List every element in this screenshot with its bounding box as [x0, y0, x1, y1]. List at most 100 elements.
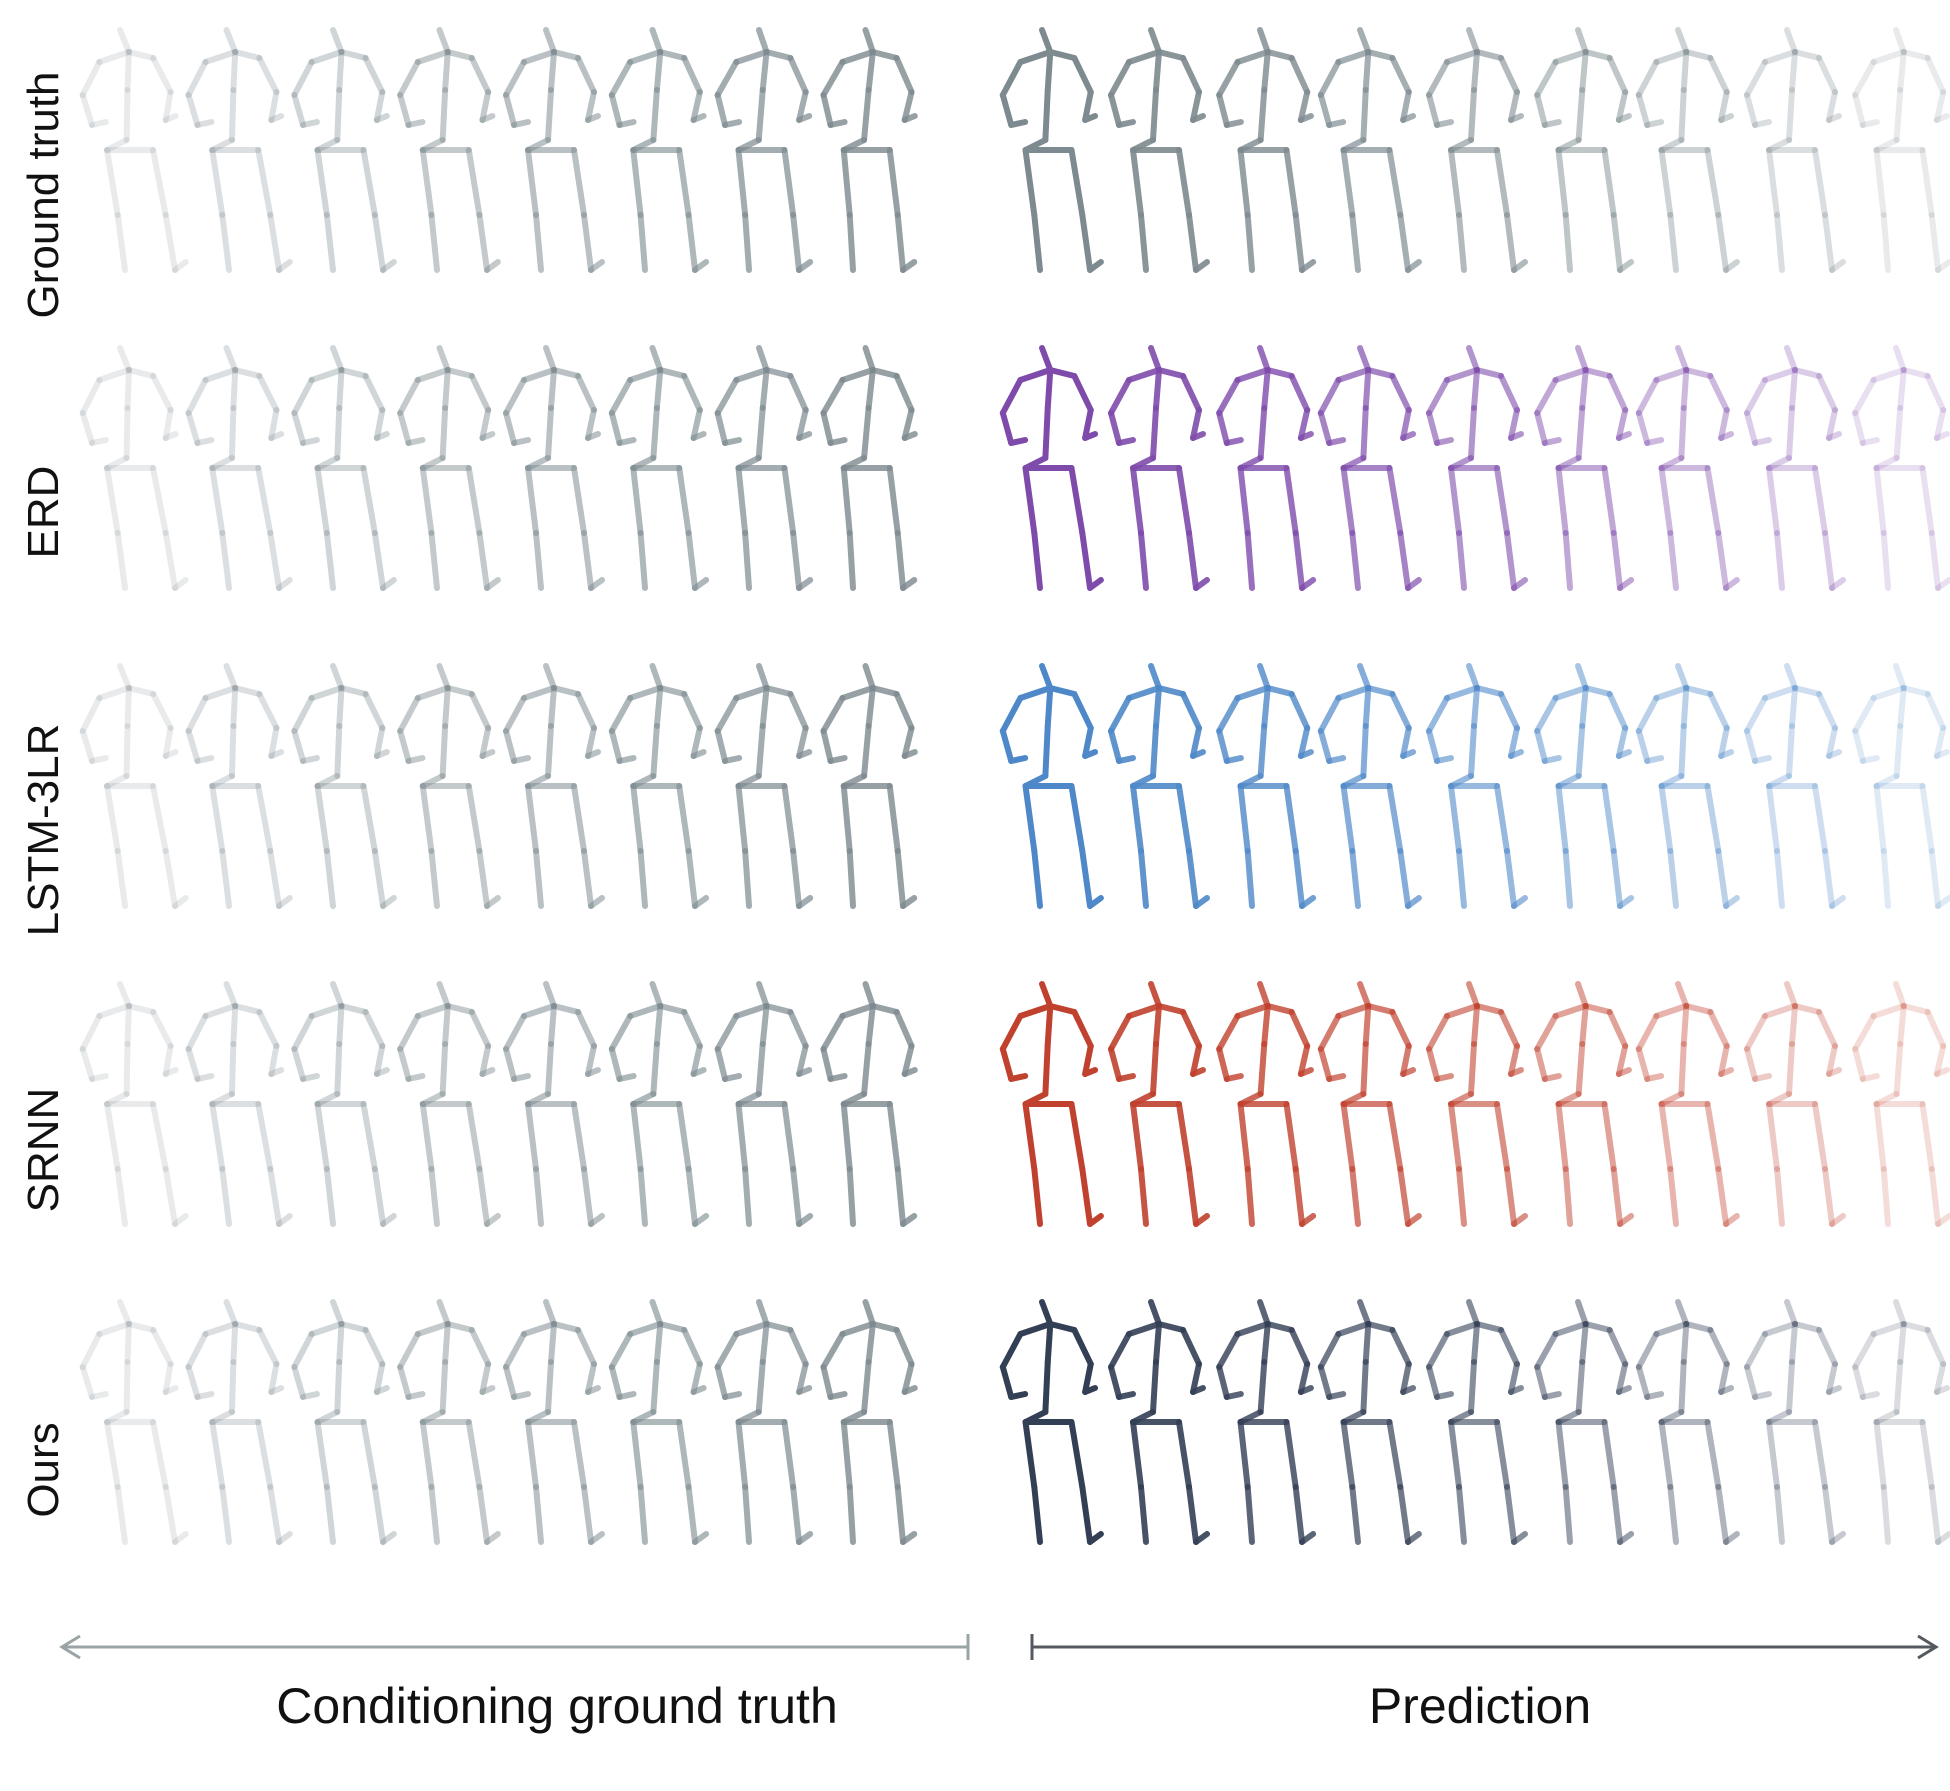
conditioning-label: Conditioning ground truth — [276, 1678, 838, 1734]
conditioning-skeleton — [397, 345, 501, 591]
prediction-skeleton — [1744, 981, 1846, 1227]
conditioning-skeleton — [291, 981, 397, 1227]
skeleton-rows — [79, 27, 1950, 1545]
prediction-skeleton — [999, 663, 1104, 909]
conditioning-skeleton — [291, 345, 397, 591]
prediction-skeleton — [1216, 981, 1317, 1227]
time-axis: Conditioning ground truth Prediction — [59, 1634, 1939, 1734]
conditioning-skeleton — [79, 663, 189, 909]
prediction-skeleton — [1426, 1299, 1528, 1545]
prediction-skeleton — [1534, 345, 1635, 591]
prediction-skeleton — [1635, 345, 1740, 591]
prediction-skeleton — [1426, 981, 1528, 1227]
conditioning-skeleton — [185, 663, 293, 909]
skeleton-row-erd — [79, 345, 1950, 591]
conditioning-skeleton — [79, 345, 189, 591]
prediction-skeleton — [999, 27, 1104, 273]
prediction-skeleton — [1426, 345, 1528, 591]
conditioning-skeleton — [714, 345, 814, 591]
row-label-ours: Ours — [19, 1422, 68, 1517]
prediction-skeleton — [1216, 27, 1317, 273]
conditioning-skeleton — [503, 27, 605, 273]
prediction-skeleton — [1852, 663, 1950, 909]
prediction-skeleton — [1635, 27, 1740, 273]
conditioning-skeleton — [820, 1299, 918, 1545]
skeleton-row-lstm-3lr — [79, 663, 1950, 909]
prediction-skeleton — [1744, 345, 1846, 591]
prediction-skeleton — [1317, 1299, 1422, 1545]
prediction-skeleton — [1744, 27, 1846, 273]
conditioning-skeleton — [608, 663, 710, 909]
prediction-skeleton — [1635, 1299, 1740, 1545]
conditioning-skeleton — [185, 1299, 293, 1545]
conditioning-skeleton — [79, 1299, 189, 1545]
prediction-skeleton — [1534, 981, 1635, 1227]
prediction-skeleton — [1317, 345, 1422, 591]
prediction-skeleton — [1852, 27, 1950, 273]
conditioning-skeleton — [397, 981, 501, 1227]
prediction-skeleton — [1108, 1299, 1210, 1545]
prediction-skeleton — [1426, 27, 1528, 273]
prediction-skeleton — [1317, 663, 1422, 909]
prediction-skeleton — [1744, 1299, 1846, 1545]
conditioning-skeleton — [714, 663, 814, 909]
conditioning-skeleton — [714, 1299, 814, 1545]
conditioning-skeleton — [608, 1299, 710, 1545]
conditioning-skeleton — [79, 981, 189, 1227]
prediction-skeleton — [999, 1299, 1104, 1545]
prediction-skeleton — [1216, 1299, 1317, 1545]
prediction-skeleton — [1534, 663, 1635, 909]
prediction-label: Prediction — [1369, 1678, 1591, 1734]
prediction-skeleton — [1534, 1299, 1635, 1545]
prediction-skeleton — [1216, 345, 1317, 591]
prediction-skeleton — [1852, 981, 1950, 1227]
conditioning-skeleton — [79, 27, 189, 273]
conditioning-skeleton — [608, 345, 710, 591]
prediction-skeleton — [1744, 663, 1846, 909]
prediction-skeleton — [1534, 27, 1635, 273]
prediction-arrow — [1030, 1634, 1939, 1660]
conditioning-skeleton — [503, 981, 605, 1227]
skeleton-row-srnn — [79, 981, 1950, 1227]
conditioning-skeleton — [291, 27, 397, 273]
conditioning-skeleton — [185, 27, 293, 273]
prediction-skeleton — [1108, 27, 1210, 273]
prediction-skeleton — [1108, 345, 1210, 591]
prediction-skeleton — [999, 981, 1104, 1227]
conditioning-skeleton — [714, 27, 814, 273]
prediction-skeleton — [1852, 1299, 1950, 1545]
prediction-skeleton — [1216, 663, 1317, 909]
conditioning-skeleton — [291, 1299, 397, 1545]
conditioning-skeleton — [608, 27, 710, 273]
conditioning-skeleton — [503, 1299, 605, 1545]
row-label-lstm-3lr: LSTM-3LR — [19, 724, 68, 937]
skeleton-row-ground-truth — [79, 27, 1950, 273]
conditioning-skeleton — [820, 27, 918, 273]
conditioning-arrow — [59, 1634, 970, 1660]
prediction-skeleton — [999, 345, 1104, 591]
conditioning-skeleton — [291, 663, 397, 909]
prediction-skeleton — [1317, 981, 1422, 1227]
conditioning-skeleton — [714, 981, 814, 1227]
row-label-erd: ERD — [19, 466, 68, 559]
prediction-skeleton — [1426, 663, 1528, 909]
row-label-srnn: SRNN — [19, 1088, 68, 1213]
prediction-skeleton — [1635, 981, 1740, 1227]
conditioning-skeleton — [503, 345, 605, 591]
conditioning-skeleton — [820, 981, 918, 1227]
prediction-skeleton — [1852, 345, 1950, 591]
conditioning-skeleton — [503, 663, 605, 909]
conditioning-skeleton — [397, 27, 501, 273]
conditioning-skeleton — [608, 981, 710, 1227]
conditioning-skeleton — [820, 345, 918, 591]
prediction-skeleton — [1635, 663, 1740, 909]
skeleton-row-ours — [79, 1299, 1950, 1545]
conditioning-skeleton — [185, 981, 293, 1227]
conditioning-skeleton — [397, 1299, 501, 1545]
prediction-skeleton — [1108, 663, 1210, 909]
conditioning-skeleton — [185, 345, 293, 591]
prediction-skeleton — [1108, 981, 1210, 1227]
prediction-skeleton — [1317, 27, 1422, 273]
row-labels: Ground truth ERD LSTM-3LR SRNN Ours — [19, 71, 68, 1517]
